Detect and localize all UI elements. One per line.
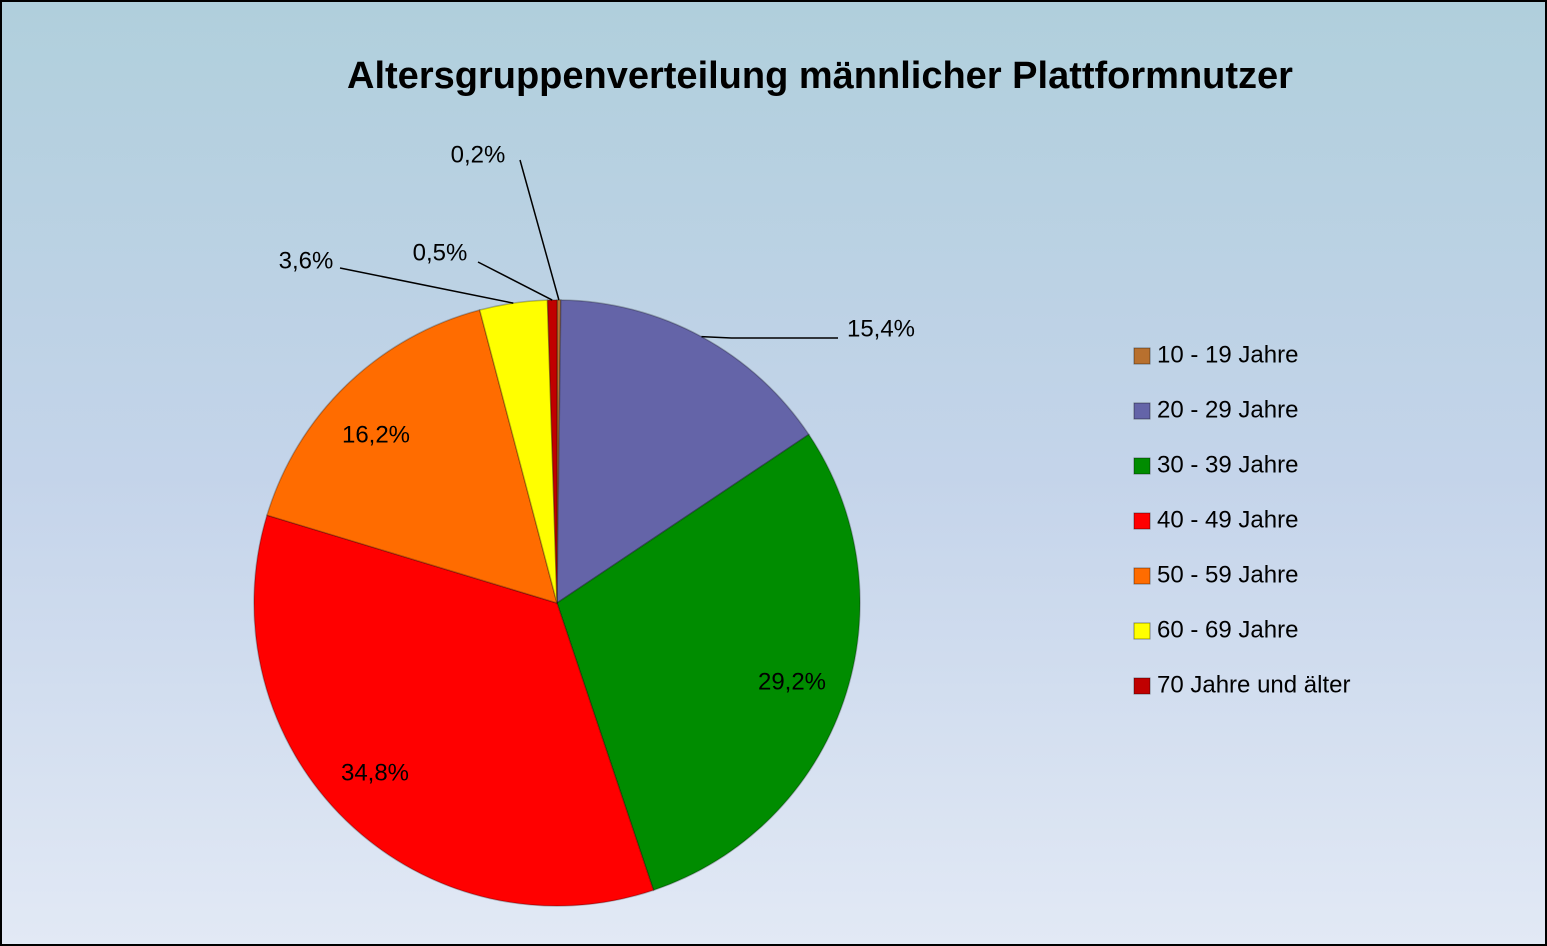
slice [253, 514, 655, 907]
legend-swatch [1133, 512, 1151, 530]
legend-label: 40 - 49 Jahre [1157, 506, 1298, 533]
data-label: 16,2% [342, 421, 410, 448]
slice [546, 299, 558, 604]
legend-swatch [1133, 567, 1151, 585]
legend-swatch [1133, 347, 1151, 365]
leader-line [701, 335, 838, 339]
legend-label: 10 - 19 Jahre [1157, 341, 1298, 368]
data-label: 0,2% [451, 141, 506, 168]
pie [253, 299, 861, 907]
legend-label: 50 - 59 Jahre [1157, 561, 1298, 588]
legend-label: 30 - 39 Jahre [1157, 451, 1298, 478]
legend-label: 60 - 69 Jahre [1157, 616, 1298, 643]
chart-title: Altersgruppenverteilung männlicher Platt… [347, 55, 1293, 97]
legend-label: 70 Jahre und älter [1157, 671, 1350, 698]
slice [266, 309, 559, 605]
data-label: 0,5% [413, 239, 468, 266]
data-label: 15,4% [847, 315, 915, 342]
legend: 10 - 19 Jahre 20 - 29 Jahre 30 - 39 Jahre 4… [1133, 341, 1350, 698]
slice [556, 433, 861, 892]
data-label: 29,2% [758, 668, 826, 695]
leader-line [339, 267, 514, 304]
legend-swatch [1133, 677, 1151, 695]
legend-swatch [1133, 457, 1151, 475]
leader-line [477, 261, 553, 301]
data-label: 34,8% [341, 759, 409, 786]
legend-swatch [1133, 402, 1151, 420]
labels: 0,2% 15,4% 29,2% 34,8% 16,2% 3,6% 0,5% [279, 141, 915, 786]
data-label: 3,6% [279, 247, 334, 274]
slice [478, 299, 558, 604]
legend-swatch [1133, 622, 1151, 640]
leader-line [519, 159, 560, 301]
slice [556, 299, 810, 605]
legend-label: 20 - 29 Jahre [1157, 396, 1298, 423]
